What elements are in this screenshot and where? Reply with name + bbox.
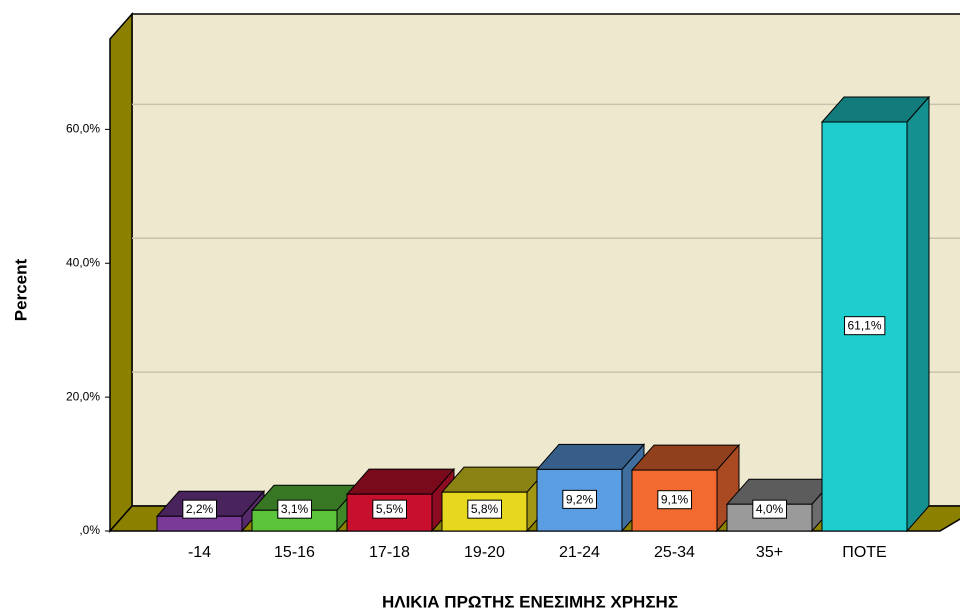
x-tick-label: -14 [188,544,211,561]
value-label-box [467,499,503,519]
value-label-box [562,489,598,509]
value-label-box [277,499,313,519]
bar [535,443,646,533]
value-label: 61,1% [847,319,881,333]
x-tick-label: 17-18 [369,544,410,561]
x-tick-label: 25-34 [654,544,695,561]
left-wall [109,12,133,533]
value-label: 9,1% [661,493,689,507]
y-tick-label: 40,0% [66,255,100,269]
value-label-box [843,316,886,336]
x-axis-title: ΗΛΙΚΙΑ ΠΡΩΤΗΣ ΕΝΕΣΙΜΗΣ ΧΡΗΣΗΣ [382,592,678,611]
y-tick-label: 20,0% [66,389,100,403]
bar [440,465,551,533]
value-label: 2,2% [186,502,214,516]
x-tick-label: 35+ [756,544,783,561]
bar-side [906,95,930,533]
x-tick-label: 15-16 [274,544,315,561]
value-label-box [182,499,218,519]
y-tick-label: ,0% [79,523,100,537]
value-label: 3,1% [281,502,309,516]
value-label: 9,2% [566,492,594,506]
x-tick-label: 21-24 [559,544,600,561]
y-tick-label: 60,0% [66,122,100,136]
bar [820,95,931,533]
y-axis-title: Percent [11,258,30,321]
value-label: 5,5% [376,502,404,516]
value-label-box [752,499,788,519]
value-label-box [372,499,408,519]
value-label: 4,0% [756,502,784,516]
x-tick-label: ΠΟΤΕ [842,544,886,561]
bar [630,443,741,533]
x-tick-label: 19-20 [464,544,505,561]
value-label: 5,8% [471,502,499,516]
value-label-box [657,490,693,510]
